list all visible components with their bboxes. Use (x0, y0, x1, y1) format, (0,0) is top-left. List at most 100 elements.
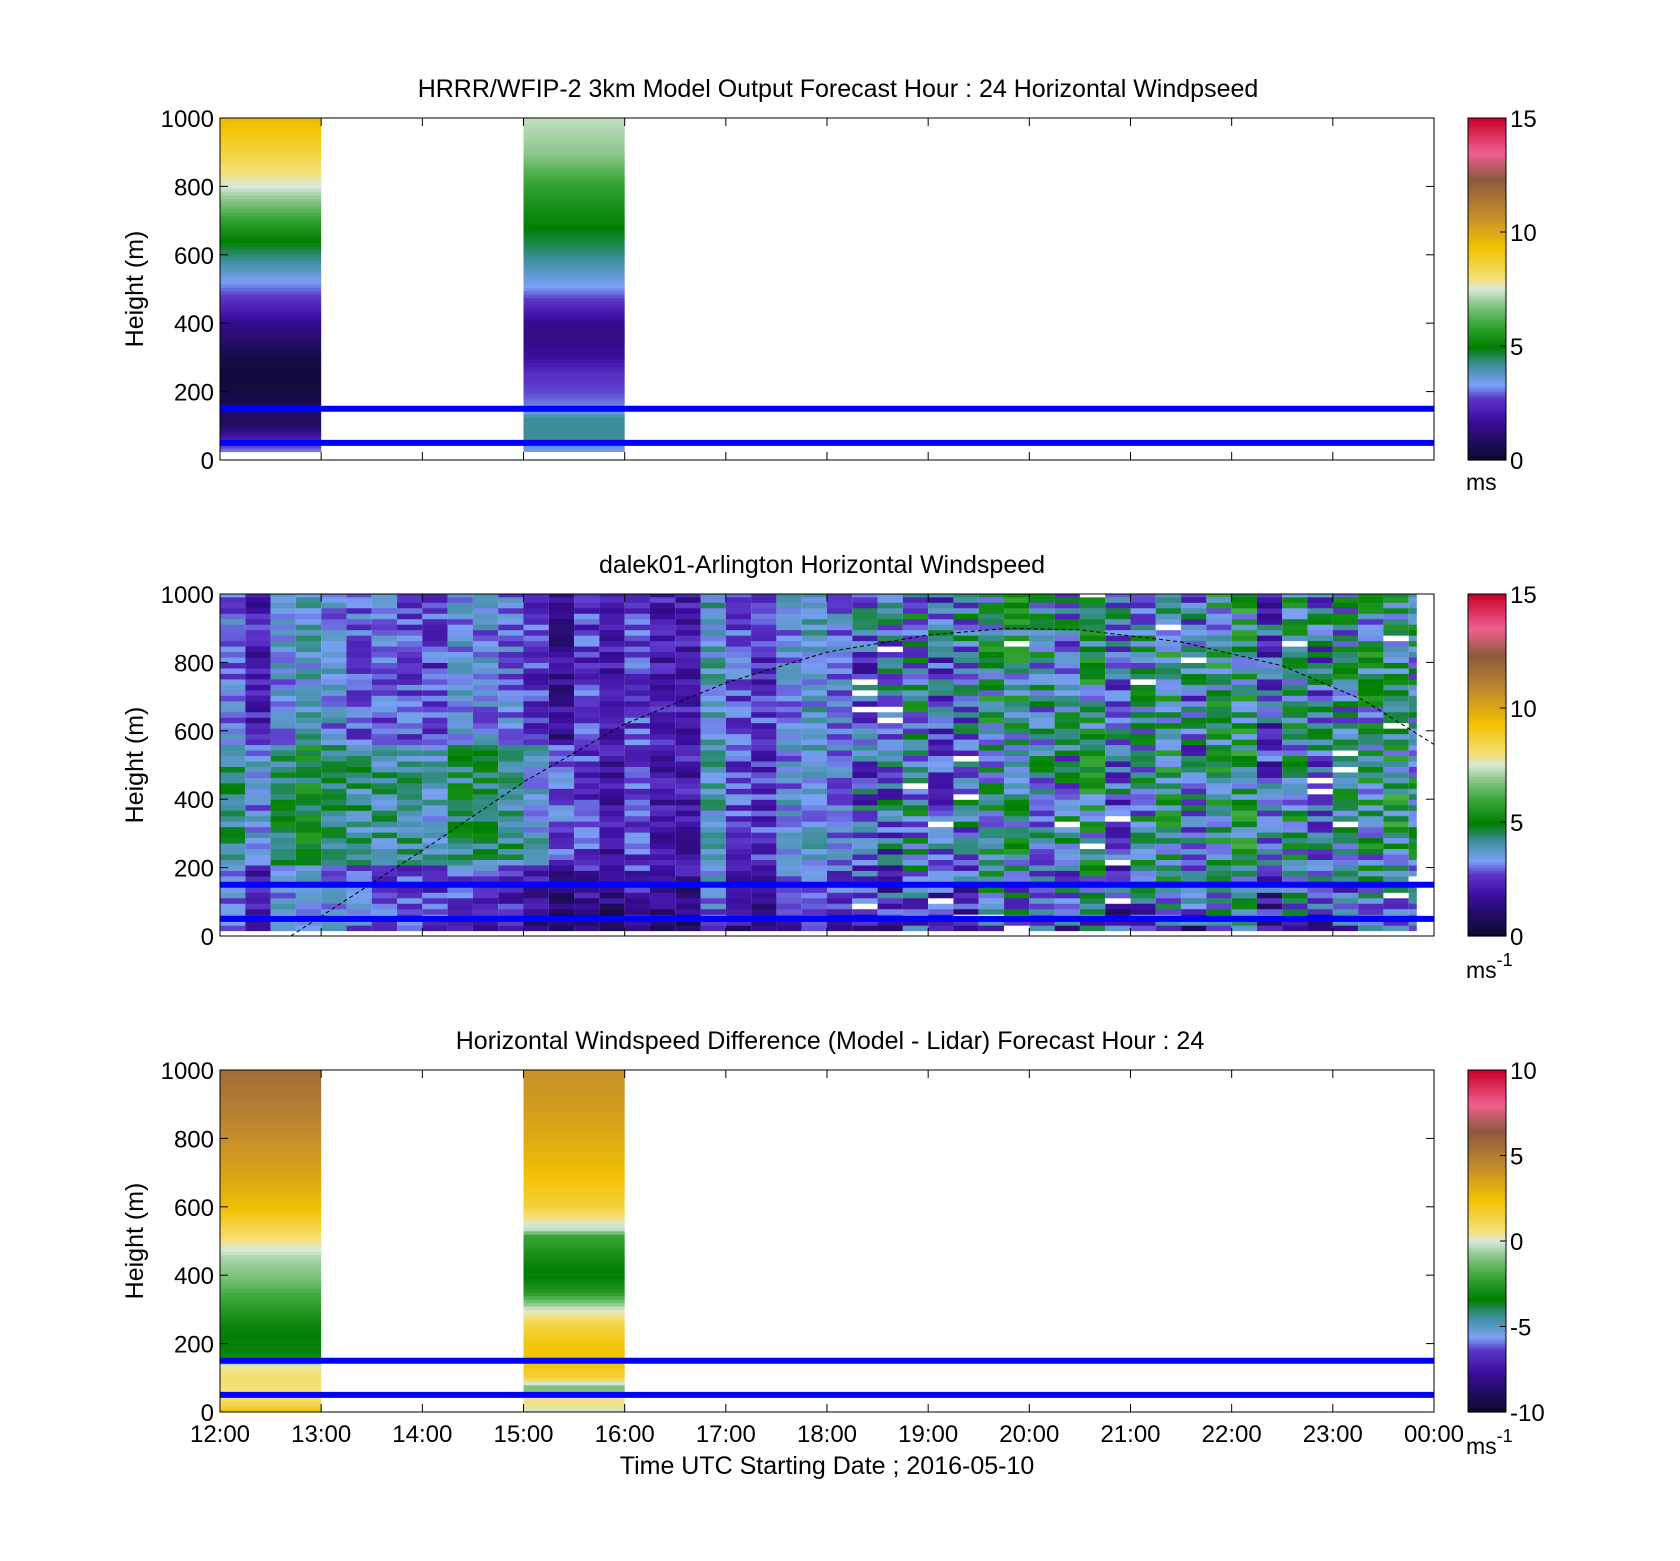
heatmap-cell (1130, 602, 1156, 609)
heatmap-cell (978, 613, 1005, 620)
heatmap-cell (1332, 804, 1359, 811)
colorbar-unit-exponent: -1 (1497, 1426, 1513, 1446)
heatmap-cell (1130, 728, 1156, 735)
heatmap-cell (953, 760, 979, 767)
heatmap-cell (548, 645, 575, 653)
heatmap-cell (523, 678, 549, 685)
heatmap-cell (1155, 875, 1182, 882)
heatmap-cell (1130, 667, 1156, 674)
x-tick-label: 21:00 (1100, 1421, 1160, 1448)
heatmap-cell (220, 1162, 322, 1167)
heatmap-cell (1332, 624, 1359, 631)
heatmap-cell (751, 864, 777, 871)
heatmap-cell (599, 629, 625, 636)
heatmap-cell (422, 760, 448, 767)
heatmap-cell (220, 1326, 322, 1331)
heatmap-cell (270, 864, 296, 871)
heatmap-cell (422, 799, 448, 806)
heatmap-cell (877, 815, 903, 822)
heatmap-cell (1332, 744, 1359, 751)
heatmap-cell (523, 215, 625, 220)
heatmap-cell (1383, 810, 1409, 817)
heatmap-cell (827, 700, 853, 707)
heatmap-cell (523, 733, 549, 740)
heatmap-cell (852, 594, 878, 598)
heatmap-cell (270, 711, 296, 718)
heatmap-cell (220, 903, 246, 910)
heatmap-cell (1358, 810, 1384, 817)
heatmap-cell (827, 864, 853, 871)
heatmap-cell (725, 678, 752, 685)
heatmap-cell (1383, 749, 1409, 757)
colorbar-segment (1468, 642, 1506, 646)
heatmap-cell (1130, 766, 1156, 773)
heatmap-cell (574, 810, 600, 817)
heatmap-cell (220, 1189, 322, 1194)
heatmap-cell (1282, 837, 1308, 844)
colorbar-segment (1468, 799, 1506, 803)
heatmap-cell (599, 892, 625, 899)
colorbar-segment (1468, 679, 1506, 683)
heatmap-cell (548, 925, 575, 932)
heatmap-cell (548, 848, 575, 855)
colorbar-segment (1468, 1243, 1506, 1248)
heatmap-cell (1079, 925, 1106, 932)
heatmap-cell (574, 618, 600, 625)
colorbar-tick-label: 5 (1510, 810, 1523, 837)
heatmap-cell (1282, 864, 1308, 871)
heatmap-cell (801, 810, 827, 817)
colorbar-tick-label: 10 (1510, 220, 1537, 247)
heatmap-cell (1181, 689, 1207, 696)
heatmap-cell (1004, 667, 1030, 674)
heatmap-cell (397, 755, 423, 762)
heatmap-cell (1181, 892, 1207, 899)
colorbar-segment (1468, 1149, 1506, 1154)
heatmap-cell (523, 300, 625, 305)
heatmap-cell (1282, 629, 1308, 636)
heatmap-cell (1307, 640, 1333, 647)
heatmap-cell (548, 793, 575, 800)
heatmap-cell (270, 870, 296, 877)
heatmap-cell (220, 618, 246, 625)
heatmap-cell (624, 711, 650, 718)
colorbar-segment (1468, 1223, 1506, 1228)
heatmap-cell (295, 596, 322, 603)
colorbar-segment (1468, 1124, 1506, 1128)
heatmap-cell (523, 1158, 625, 1163)
heatmap-cell (978, 804, 1005, 811)
colorbar-segment (1468, 594, 1506, 598)
heatmap-cell (928, 667, 954, 674)
colorbar-segment (1468, 1166, 1506, 1171)
heatmap-cell (371, 695, 398, 702)
heatmap-cell (1004, 864, 1030, 871)
colorbar-segment (1468, 611, 1506, 615)
heatmap-cell (523, 706, 549, 713)
heatmap-cell (523, 212, 625, 217)
x-tick-label: 22:00 (1202, 1421, 1262, 1448)
heatmap-cell (776, 837, 802, 844)
heatmap-cell (397, 613, 423, 620)
heatmap-cell (346, 695, 372, 702)
heatmap-cell (1105, 925, 1131, 932)
heatmap-cell (321, 678, 347, 685)
colorbar-segment (1468, 454, 1506, 458)
heatmap-cell (397, 689, 423, 696)
colorbar-segment (1468, 827, 1506, 832)
heatmap-cell (523, 1134, 625, 1139)
heatmap-cell (978, 667, 1005, 674)
heatmap-cell (902, 739, 929, 746)
heatmap-cell (1358, 722, 1384, 729)
heatmap-cell (245, 618, 271, 625)
colorbar-segment (1468, 725, 1506, 729)
heatmap-cell (700, 706, 726, 713)
heatmap-cell (675, 711, 701, 718)
heatmap-cell (422, 656, 448, 663)
heatmap-cell (1054, 733, 1080, 740)
colorbar-segment (1468, 269, 1506, 273)
heatmap-cell (220, 119, 322, 124)
heatmap-cell (1130, 645, 1156, 653)
heatmap-cell (321, 656, 347, 663)
heatmap-cell (978, 875, 1005, 882)
heatmap-cell (472, 602, 499, 609)
heatmap-cell (498, 722, 524, 729)
